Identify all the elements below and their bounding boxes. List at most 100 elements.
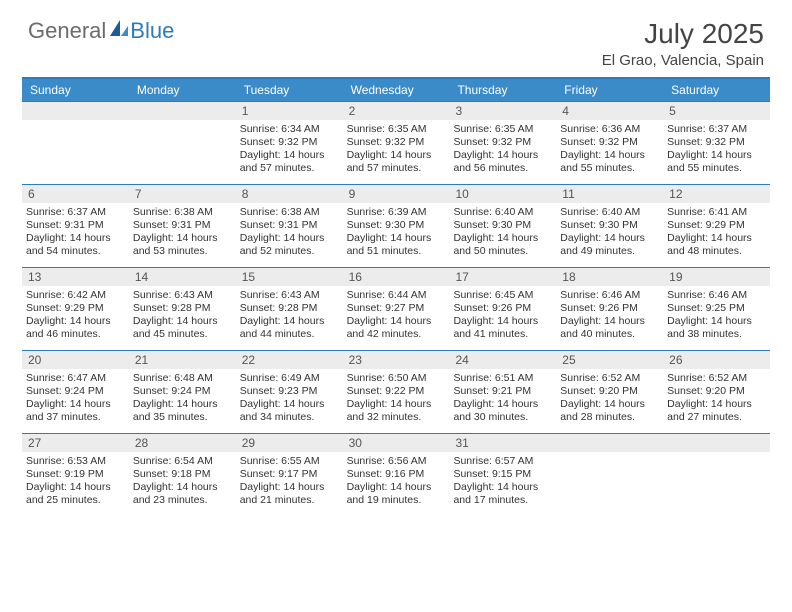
calendar-cell: 29Sunrise: 6:55 AMSunset: 9:17 PMDayligh…: [236, 434, 343, 516]
calendar-cell: 22Sunrise: 6:49 AMSunset: 9:23 PMDayligh…: [236, 351, 343, 433]
cell-body: Sunrise: 6:52 AMSunset: 9:20 PMDaylight:…: [663, 369, 770, 429]
calendar-cell: 10Sunrise: 6:40 AMSunset: 9:30 PMDayligh…: [449, 185, 556, 267]
calendar-cell: 31Sunrise: 6:57 AMSunset: 9:15 PMDayligh…: [449, 434, 556, 516]
calendar-cell: 25Sunrise: 6:52 AMSunset: 9:20 PMDayligh…: [556, 351, 663, 433]
cell-body: Sunrise: 6:50 AMSunset: 9:22 PMDaylight:…: [343, 369, 450, 429]
cell-body: Sunrise: 6:44 AMSunset: 9:27 PMDaylight:…: [343, 286, 450, 346]
cell-body: Sunrise: 6:56 AMSunset: 9:16 PMDaylight:…: [343, 452, 450, 512]
cell-body: Sunrise: 6:55 AMSunset: 9:17 PMDaylight:…: [236, 452, 343, 512]
month-title: July 2025: [602, 18, 764, 50]
calendar-cell: 3Sunrise: 6:35 AMSunset: 9:32 PMDaylight…: [449, 102, 556, 184]
day-number: 2: [343, 102, 450, 120]
cell-body: Sunrise: 6:39 AMSunset: 9:30 PMDaylight:…: [343, 203, 450, 263]
cell-body: Sunrise: 6:42 AMSunset: 9:29 PMDaylight:…: [22, 286, 129, 346]
day-number: 31: [449, 434, 556, 452]
day-header: Tuesday: [236, 79, 343, 101]
cell-body: Sunrise: 6:40 AMSunset: 9:30 PMDaylight:…: [449, 203, 556, 263]
day-number: 5: [663, 102, 770, 120]
cell-body: Sunrise: 6:52 AMSunset: 9:20 PMDaylight:…: [556, 369, 663, 429]
cell-body: Sunrise: 6:38 AMSunset: 9:31 PMDaylight:…: [129, 203, 236, 263]
logo-text-general: General: [28, 18, 106, 44]
cell-body: Sunrise: 6:43 AMSunset: 9:28 PMDaylight:…: [129, 286, 236, 346]
cell-body: Sunrise: 6:38 AMSunset: 9:31 PMDaylight:…: [236, 203, 343, 263]
day-number: 15: [236, 268, 343, 286]
day-number: 28: [129, 434, 236, 452]
cell-body: Sunrise: 6:57 AMSunset: 9:15 PMDaylight:…: [449, 452, 556, 512]
week-row: 20Sunrise: 6:47 AMSunset: 9:24 PMDayligh…: [22, 350, 770, 433]
cell-body: Sunrise: 6:41 AMSunset: 9:29 PMDaylight:…: [663, 203, 770, 263]
calendar-cell: 26Sunrise: 6:52 AMSunset: 9:20 PMDayligh…: [663, 351, 770, 433]
calendar-cell: [556, 434, 663, 516]
calendar-cell: 4Sunrise: 6:36 AMSunset: 9:32 PMDaylight…: [556, 102, 663, 184]
day-number: 9: [343, 185, 450, 203]
calendar-cell: 9Sunrise: 6:39 AMSunset: 9:30 PMDaylight…: [343, 185, 450, 267]
week-row: 27Sunrise: 6:53 AMSunset: 9:19 PMDayligh…: [22, 433, 770, 516]
cell-body: Sunrise: 6:43 AMSunset: 9:28 PMDaylight:…: [236, 286, 343, 346]
calendar-cell: [22, 102, 129, 184]
cell-body: Sunrise: 6:45 AMSunset: 9:26 PMDaylight:…: [449, 286, 556, 346]
cell-body: Sunrise: 6:53 AMSunset: 9:19 PMDaylight:…: [22, 452, 129, 512]
day-number: 7: [129, 185, 236, 203]
day-number: 19: [663, 268, 770, 286]
calendar-cell: 13Sunrise: 6:42 AMSunset: 9:29 PMDayligh…: [22, 268, 129, 350]
cell-body: Sunrise: 6:46 AMSunset: 9:25 PMDaylight:…: [663, 286, 770, 346]
calendar-cell: 18Sunrise: 6:46 AMSunset: 9:26 PMDayligh…: [556, 268, 663, 350]
day-number: 14: [129, 268, 236, 286]
calendar-cell: 19Sunrise: 6:46 AMSunset: 9:25 PMDayligh…: [663, 268, 770, 350]
logo: General Blue: [28, 18, 174, 44]
day-number: [22, 102, 129, 120]
day-number: 6: [22, 185, 129, 203]
day-header: Friday: [556, 79, 663, 101]
week-row: 1Sunrise: 6:34 AMSunset: 9:32 PMDaylight…: [22, 101, 770, 184]
day-number: 17: [449, 268, 556, 286]
day-number: 26: [663, 351, 770, 369]
title-block: July 2025 El Grao, Valencia, Spain: [602, 18, 764, 69]
day-header: Wednesday: [343, 79, 450, 101]
logo-sail-icon: [108, 18, 130, 44]
calendar-cell: 27Sunrise: 6:53 AMSunset: 9:19 PMDayligh…: [22, 434, 129, 516]
calendar-cell: 28Sunrise: 6:54 AMSunset: 9:18 PMDayligh…: [129, 434, 236, 516]
cell-body: Sunrise: 6:49 AMSunset: 9:23 PMDaylight:…: [236, 369, 343, 429]
day-number: 22: [236, 351, 343, 369]
day-number: 24: [449, 351, 556, 369]
day-number: 3: [449, 102, 556, 120]
calendar-cell: 1Sunrise: 6:34 AMSunset: 9:32 PMDaylight…: [236, 102, 343, 184]
calendar-cell: 24Sunrise: 6:51 AMSunset: 9:21 PMDayligh…: [449, 351, 556, 433]
calendar-cell: [129, 102, 236, 184]
day-header-row: SundayMondayTuesdayWednesdayThursdayFrid…: [22, 79, 770, 101]
day-number: 27: [22, 434, 129, 452]
day-number: 4: [556, 102, 663, 120]
week-row: 6Sunrise: 6:37 AMSunset: 9:31 PMDaylight…: [22, 184, 770, 267]
day-header: Monday: [129, 79, 236, 101]
day-number: [663, 434, 770, 452]
calendar-grid: SundayMondayTuesdayWednesdayThursdayFrid…: [22, 77, 770, 516]
day-number: 23: [343, 351, 450, 369]
cell-body: Sunrise: 6:37 AMSunset: 9:32 PMDaylight:…: [663, 120, 770, 180]
calendar-cell: 21Sunrise: 6:48 AMSunset: 9:24 PMDayligh…: [129, 351, 236, 433]
day-header: Sunday: [22, 79, 129, 101]
calendar-cell: 15Sunrise: 6:43 AMSunset: 9:28 PMDayligh…: [236, 268, 343, 350]
day-header: Thursday: [449, 79, 556, 101]
day-number: [556, 434, 663, 452]
calendar-cell: 7Sunrise: 6:38 AMSunset: 9:31 PMDaylight…: [129, 185, 236, 267]
calendar-cell: 2Sunrise: 6:35 AMSunset: 9:32 PMDaylight…: [343, 102, 450, 184]
cell-body: Sunrise: 6:47 AMSunset: 9:24 PMDaylight:…: [22, 369, 129, 429]
day-number: 25: [556, 351, 663, 369]
calendar-cell: 5Sunrise: 6:37 AMSunset: 9:32 PMDaylight…: [663, 102, 770, 184]
calendar-cell: 12Sunrise: 6:41 AMSunset: 9:29 PMDayligh…: [663, 185, 770, 267]
day-number: 10: [449, 185, 556, 203]
calendar-cell: 11Sunrise: 6:40 AMSunset: 9:30 PMDayligh…: [556, 185, 663, 267]
cell-body: Sunrise: 6:48 AMSunset: 9:24 PMDaylight:…: [129, 369, 236, 429]
calendar-cell: 6Sunrise: 6:37 AMSunset: 9:31 PMDaylight…: [22, 185, 129, 267]
calendar-cell: [663, 434, 770, 516]
cell-body: Sunrise: 6:37 AMSunset: 9:31 PMDaylight:…: [22, 203, 129, 263]
day-number: 1: [236, 102, 343, 120]
day-number: 21: [129, 351, 236, 369]
calendar-cell: 16Sunrise: 6:44 AMSunset: 9:27 PMDayligh…: [343, 268, 450, 350]
calendar-cell: 23Sunrise: 6:50 AMSunset: 9:22 PMDayligh…: [343, 351, 450, 433]
cell-body: Sunrise: 6:40 AMSunset: 9:30 PMDaylight:…: [556, 203, 663, 263]
cell-body: Sunrise: 6:36 AMSunset: 9:32 PMDaylight:…: [556, 120, 663, 180]
day-number: 29: [236, 434, 343, 452]
cell-body: Sunrise: 6:35 AMSunset: 9:32 PMDaylight:…: [449, 120, 556, 180]
calendar-cell: 17Sunrise: 6:45 AMSunset: 9:26 PMDayligh…: [449, 268, 556, 350]
